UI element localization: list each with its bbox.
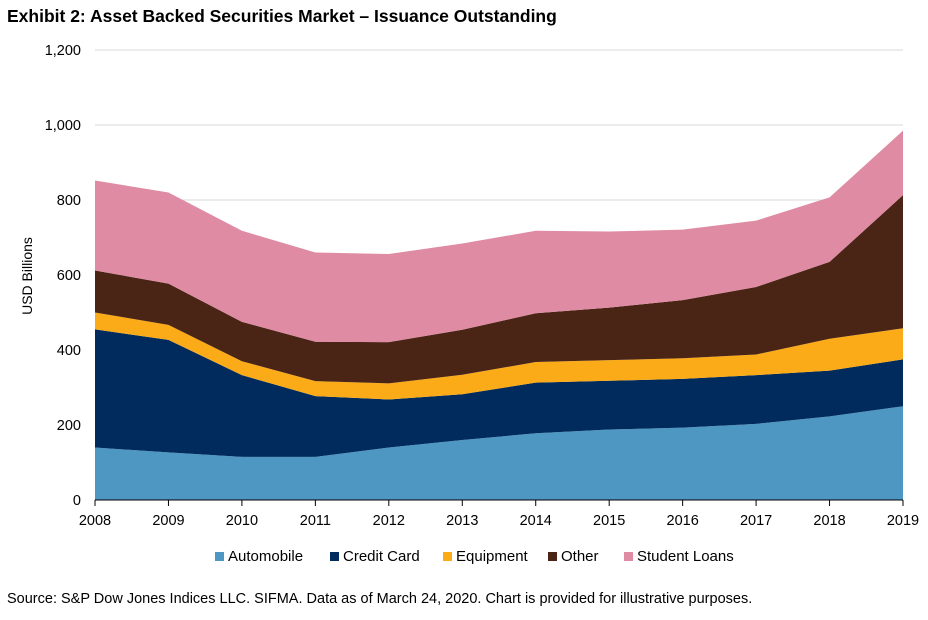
area-equipment: [95, 312, 903, 400]
y-tick-label: 800: [57, 193, 81, 209]
legend-item-equipment: Equipment: [443, 548, 529, 565]
x-tick-label: 2018: [813, 513, 845, 529]
x-tick-label: 2013: [446, 513, 478, 529]
x-tick-label: 2015: [593, 513, 625, 529]
source-note: Source: S&P Dow Jones Indices LLC. SIFMA…: [7, 591, 753, 607]
x-tick-label: 2016: [667, 513, 699, 529]
legend-swatch: [548, 552, 557, 561]
legend-swatch: [443, 552, 452, 561]
area-other: [95, 195, 903, 384]
axes: 0 200 400 600 800 1,000 1,200 2008 2009 2010 2011 2…: [45, 43, 919, 529]
legend-label: Student Loans: [637, 548, 734, 565]
y-tick-label: 0: [73, 493, 81, 509]
x-tick-label: 2012: [373, 513, 405, 529]
legend: Automobile Credit Card Equipment Other Stude…: [215, 548, 734, 565]
y-tick-label: 1,200: [45, 43, 81, 59]
x-tick-label: 2010: [226, 513, 258, 529]
legend-swatch: [215, 552, 224, 561]
x-tick-label: 2014: [520, 513, 552, 529]
x-tick-label: 2009: [152, 513, 184, 529]
legend-item-other: Other: [548, 548, 599, 565]
area-automobile: [95, 406, 903, 500]
x-tick-label: 2008: [79, 513, 111, 529]
y-tick-label: 400: [57, 343, 81, 359]
x-tick-label: 2019: [887, 513, 919, 529]
legend-item-automobile: Automobile: [215, 548, 303, 565]
legend-label: Other: [561, 548, 599, 565]
chart-title: Exhibit 2: Asset Backed Securities Marke…: [7, 6, 557, 26]
x-tick-label: 2017: [740, 513, 772, 529]
legend-label: Equipment: [456, 548, 529, 565]
legend-label: Automobile: [228, 548, 303, 565]
y-axis-title: USD Billions: [19, 237, 35, 315]
legend-item-student-loans: Student Loans: [624, 548, 734, 565]
stacked-areas: [95, 130, 903, 500]
legend-swatch: [624, 552, 633, 561]
area-student-loans: [95, 130, 903, 343]
legend-label: Credit Card: [343, 548, 420, 565]
legend-item-credit-card: Credit Card: [330, 548, 420, 565]
x-tick-label: 2011: [300, 513, 331, 529]
y-tick-label: 600: [57, 268, 81, 284]
legend-swatch: [330, 552, 339, 561]
area-credit-card: [95, 329, 903, 457]
y-tick-label: 200: [57, 418, 81, 434]
y-tick-label: 1,000: [45, 118, 81, 134]
